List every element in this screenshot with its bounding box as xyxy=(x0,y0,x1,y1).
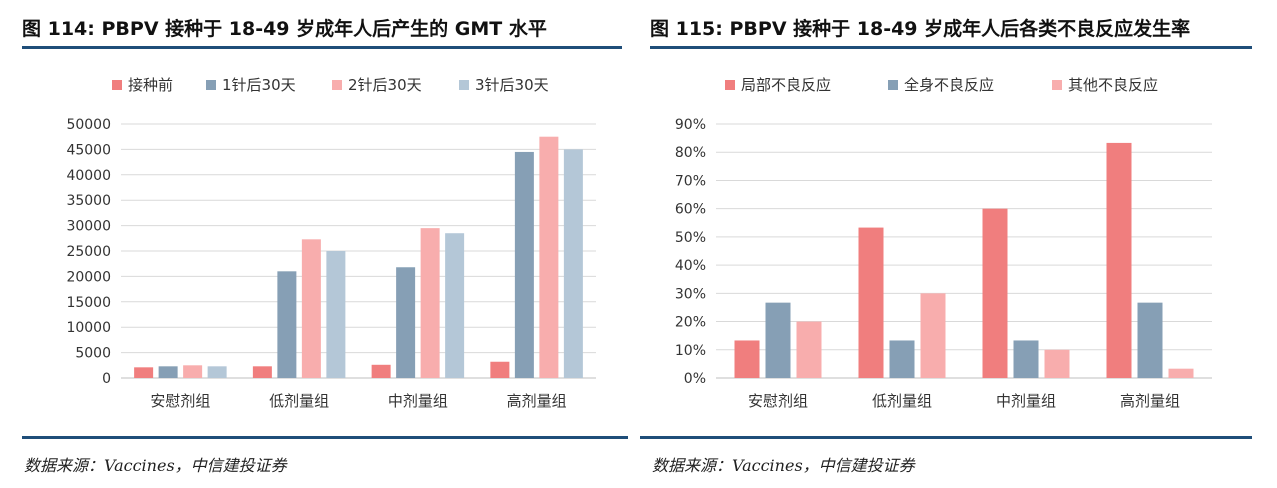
y-tick-label: 50000 xyxy=(66,117,111,133)
x-category-label: 安慰剂组 xyxy=(748,392,808,410)
bar-1 xyxy=(734,340,760,378)
title-divider xyxy=(22,46,622,49)
y-tick-label: 20000 xyxy=(66,269,111,285)
legend-swatch xyxy=(332,80,342,90)
y-tick-label: 50% xyxy=(675,230,706,246)
figure-114-panel: 图 114: PBPV 接种于 18-49 岁成年人后产生的 GMT 水平 接种… xyxy=(22,0,628,488)
bar-1 xyxy=(982,208,1008,378)
figure-115-panel: 图 115: PBPV 接种于 18-49 岁成年人后各类不良反应发生率 局部不… xyxy=(640,0,1252,488)
bar-3 xyxy=(420,228,440,378)
footer-divider xyxy=(640,436,1252,439)
bar-2 xyxy=(396,267,416,378)
title-divider xyxy=(650,46,1252,49)
figure-114-title: 图 114: PBPV 接种于 18-49 岁成年人后产生的 GMT 水平 xyxy=(22,18,547,40)
legend-swatch xyxy=(112,80,122,90)
bar-3 xyxy=(183,365,203,378)
legend-swatch xyxy=(888,80,898,90)
bar-4 xyxy=(207,366,227,378)
y-tick-label: 25000 xyxy=(66,244,111,260)
y-tick-label: 30000 xyxy=(66,219,111,235)
legend-label: 全身不良反应 xyxy=(904,76,994,94)
y-tick-label: 20% xyxy=(675,315,706,331)
y-tick-label: 0% xyxy=(684,371,706,387)
adverse-reaction-bar-chart: 局部不良反应 全身不良反应 其他不良反应 0% 10% 20% 30% 40% 50% 60% 70… xyxy=(675,76,1212,410)
x-category-label: 低剂量组 xyxy=(872,392,932,410)
y-tick-label: 30% xyxy=(675,286,706,302)
figure-115-source: 数据来源：Vaccines，中信建投证券 xyxy=(652,456,915,475)
x-category-label: 中剂量组 xyxy=(996,392,1056,410)
y-tick-label: 60% xyxy=(675,202,706,218)
legend-swatch xyxy=(459,80,469,90)
bar-3 xyxy=(920,293,946,378)
y-tick-label: 35000 xyxy=(66,193,111,209)
x-category-label: 低剂量组 xyxy=(269,392,329,410)
legend-label: 其他不良反应 xyxy=(1068,76,1158,94)
y-tick-label: 0 xyxy=(102,371,111,387)
bar-2 xyxy=(1137,302,1163,378)
y-tick-label: 10000 xyxy=(66,320,111,336)
gmt-bar-chart: 接种前 1针后30天 2针后30天 3针后30天 0 5000 10000 15000 2000… xyxy=(66,76,596,410)
legend-label: 2针后30天 xyxy=(348,76,422,94)
x-category-label: 安慰剂组 xyxy=(150,392,210,410)
bar-4 xyxy=(326,251,346,378)
bar-3 xyxy=(301,239,321,378)
bar-1 xyxy=(134,367,154,378)
legend-swatch xyxy=(1052,80,1062,90)
bar-2 xyxy=(514,151,534,378)
y-tick-label: 15000 xyxy=(66,295,111,311)
y-tick-label: 90% xyxy=(675,117,706,133)
bar-1 xyxy=(1106,142,1132,378)
legend-label: 接种前 xyxy=(128,76,173,94)
bar-1 xyxy=(490,361,510,378)
legend-label: 3针后30天 xyxy=(475,76,549,94)
bar-4 xyxy=(563,149,583,378)
bar-2 xyxy=(158,366,178,378)
y-tick-label: 45000 xyxy=(66,142,111,158)
bar-1 xyxy=(252,366,272,378)
y-tick-label: 10% xyxy=(675,343,706,359)
bar-4 xyxy=(445,233,465,378)
bar-3 xyxy=(539,136,559,378)
bar-2 xyxy=(889,340,915,378)
y-tick-label: 80% xyxy=(675,145,706,161)
footer-divider xyxy=(22,436,628,439)
bar-3 xyxy=(796,321,822,378)
y-tick-label: 70% xyxy=(675,173,706,189)
y-tick-label: 40% xyxy=(675,258,706,274)
figure-114-source: 数据来源：Vaccines，中信建投证券 xyxy=(24,456,287,475)
y-tick-label: 5000 xyxy=(75,346,111,362)
figure-115-title: 图 115: PBPV 接种于 18-49 岁成年人后各类不良反应发生率 xyxy=(650,18,1191,40)
bar-2 xyxy=(1013,340,1039,378)
x-category-label: 高剂量组 xyxy=(1120,392,1180,410)
legend-swatch xyxy=(725,80,735,90)
legend-swatch xyxy=(206,80,216,90)
bar-1 xyxy=(371,364,391,378)
bar-2 xyxy=(765,302,791,378)
bar-3 xyxy=(1168,368,1194,378)
legend-label: 1针后30天 xyxy=(222,76,296,94)
legend-label: 局部不良反应 xyxy=(741,76,831,94)
bar-1 xyxy=(858,227,884,378)
bar-2 xyxy=(277,271,297,378)
y-tick-label: 40000 xyxy=(66,168,111,184)
bar-3 xyxy=(1044,349,1070,378)
x-category-label: 中剂量组 xyxy=(388,392,448,410)
x-category-label: 高剂量组 xyxy=(507,392,567,410)
